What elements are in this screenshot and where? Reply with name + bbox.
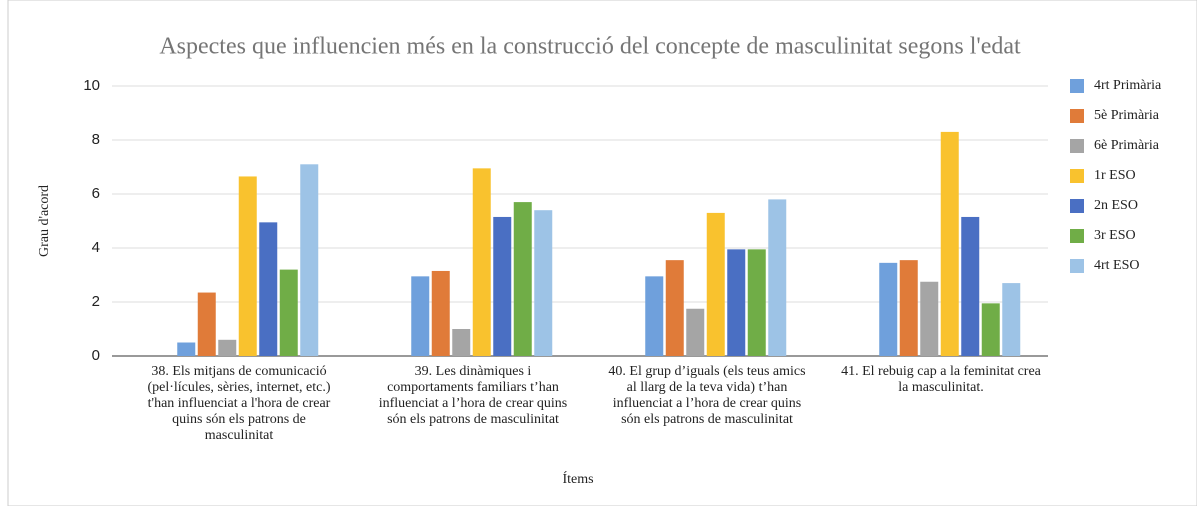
legend-swatch (1070, 139, 1084, 153)
y-tick-label: 2 (92, 293, 100, 310)
y-tick-label: 0 (92, 347, 100, 364)
bar (513, 202, 532, 356)
frame (7, 0, 1197, 506)
y-axis-label: Grau d'acord (37, 185, 52, 257)
legend-label: 4rt Primària (1094, 78, 1162, 93)
legend-label: 5è Primària (1094, 108, 1160, 123)
legend-label: 2n ESO (1094, 198, 1138, 213)
legend-swatch (1070, 259, 1084, 273)
x-tick-label: 40. El grup d’iguals (els teus amics al … (608, 364, 806, 427)
bar (534, 210, 553, 356)
bar (706, 212, 725, 356)
legend-swatch (1070, 199, 1084, 213)
legend-label: 1r ESO (1094, 168, 1136, 183)
bar (431, 270, 450, 356)
bar (981, 303, 1000, 356)
bar (747, 249, 766, 356)
x-tick-label: 38. Els mitjans de comunicació (pel·lícu… (147, 364, 331, 443)
bar (940, 131, 959, 356)
bar (300, 164, 319, 356)
bar (665, 260, 684, 356)
bar (279, 269, 298, 356)
x-axis-label: Ítems (562, 470, 593, 487)
bar (686, 308, 705, 356)
bar (645, 276, 664, 356)
bar (238, 176, 257, 356)
bar (259, 222, 278, 356)
legend-swatch (1070, 169, 1084, 183)
bar (920, 281, 939, 356)
legend-label: 4rt ESO (1094, 258, 1140, 273)
bar (493, 216, 512, 356)
bar (879, 262, 898, 356)
y-tick-label: 6 (92, 185, 100, 202)
bar (472, 168, 491, 356)
y-tick-label: 4 (92, 239, 100, 256)
bar (197, 292, 216, 356)
chart-title: Aspectes que influencien més en la const… (159, 34, 1021, 60)
bar (961, 216, 980, 356)
bar (768, 199, 787, 356)
y-tick-label: 8 (92, 131, 100, 148)
bar (411, 276, 430, 356)
legend-label: 6è Primària (1094, 138, 1160, 153)
bar (177, 342, 196, 356)
bar (452, 329, 471, 356)
bar (899, 260, 918, 356)
bar (218, 339, 237, 356)
x-tick-label: 39. Les dinàmiques i comportaments famil… (378, 364, 568, 427)
y-tick-label: 10 (83, 77, 100, 94)
legend-swatch (1070, 109, 1084, 123)
legend-label: 3r ESO (1094, 228, 1136, 243)
x-tick-label: 41. El rebuig cap a la feminitat crea la… (841, 364, 1041, 395)
bar (1002, 283, 1021, 356)
legend-swatch (1070, 79, 1084, 93)
legend-swatch (1070, 229, 1084, 243)
bar (727, 249, 746, 356)
